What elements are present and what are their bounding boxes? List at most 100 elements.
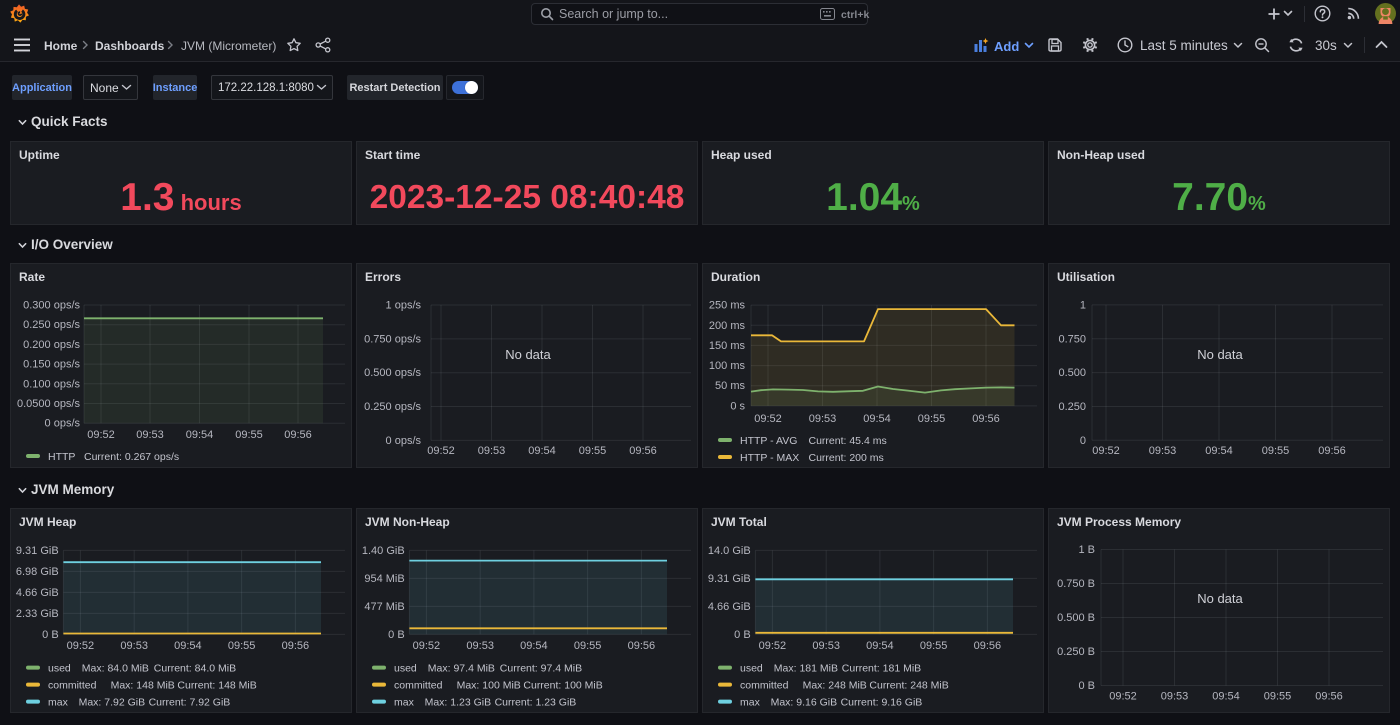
svg-text:09:54: 09:54 (520, 640, 548, 652)
svg-text:0.200 ops/s: 0.200 ops/s (23, 339, 80, 351)
svg-text:09:56: 09:56 (629, 445, 657, 457)
svg-text:0.500 ops/s: 0.500 ops/s (364, 367, 421, 379)
svg-text:committed: committed (394, 680, 443, 692)
svg-text:Current: 97.4 MiB: Current: 97.4 MiB (500, 663, 582, 675)
svg-text:2.33 GiB: 2.33 GiB (16, 608, 59, 620)
svg-text:Current: 100 MiB: Current: 100 MiB (523, 680, 602, 692)
svg-text:Current: 248 MiB: Current: 248 MiB (869, 680, 948, 692)
svg-text:HTTP: HTTP (48, 451, 75, 463)
svg-text:max: max (48, 697, 69, 709)
svg-text:09:54: 09:54 (528, 445, 556, 457)
svg-text:0.150 ops/s: 0.150 ops/s (23, 359, 80, 371)
svg-text:477 MiB: 477 MiB (364, 601, 404, 613)
svg-text:09:54: 09:54 (174, 640, 202, 652)
svg-text:Current: 45.4 ms: Current: 45.4 ms (809, 435, 887, 447)
svg-text:0 ops/s: 0 ops/s (45, 418, 81, 430)
svg-text:used: used (740, 663, 763, 675)
svg-text:0 ops/s: 0 ops/s (386, 435, 422, 447)
svg-text:0.750 ops/s: 0.750 ops/s (364, 333, 421, 345)
svg-text:09:52: 09:52 (413, 640, 441, 652)
svg-text:HTTP - MAX: HTTP - MAX (740, 452, 799, 464)
svg-text:09:55: 09:55 (574, 640, 602, 652)
svg-text:max: max (740, 697, 761, 709)
svg-text:Current: 7.92 GiB: Current: 7.92 GiB (149, 697, 231, 709)
svg-text:09:56: 09:56 (972, 413, 1000, 425)
svg-text:09:55: 09:55 (235, 429, 263, 441)
svg-text:1 ops/s: 1 ops/s (386, 300, 422, 312)
svg-text:used: used (48, 663, 71, 675)
svg-text:09:53: 09:53 (1149, 445, 1177, 457)
svg-text:0.750: 0.750 (1058, 333, 1086, 345)
svg-text:Current: 9.16 GiB: Current: 9.16 GiB (841, 697, 923, 709)
svg-text:09:55: 09:55 (920, 640, 948, 652)
svg-text:Current: 148 MiB: Current: 148 MiB (177, 680, 256, 692)
svg-text:Max: 100 MiB: Max: 100 MiB (457, 680, 521, 692)
svg-text:09:54: 09:54 (186, 429, 214, 441)
svg-text:09:56: 09:56 (628, 640, 656, 652)
svg-text:Max: 148 MiB: Max: 148 MiB (111, 680, 175, 692)
svg-text:09:53: 09:53 (1161, 691, 1189, 703)
svg-text:0.250: 0.250 (1058, 401, 1086, 413)
svg-text:4.66 GiB: 4.66 GiB (16, 587, 59, 599)
svg-text:4.66 GiB: 4.66 GiB (708, 601, 751, 613)
svg-text:09:53: 09:53 (120, 640, 148, 652)
svg-text:1 B: 1 B (1078, 544, 1095, 556)
svg-text:09:55: 09:55 (1264, 691, 1292, 703)
svg-text:09:56: 09:56 (974, 640, 1002, 652)
svg-text:0.500: 0.500 (1058, 367, 1086, 379)
svg-text:0.500 B: 0.500 B (1057, 612, 1095, 624)
svg-text:50 ms: 50 ms (715, 380, 745, 392)
svg-text:Max: 97.4 MiB: Max: 97.4 MiB (428, 663, 495, 675)
svg-text:09:54: 09:54 (1205, 445, 1233, 457)
svg-text:9.31 GiB: 9.31 GiB (16, 545, 59, 557)
svg-text:committed: committed (740, 680, 789, 692)
svg-text:No data: No data (505, 347, 551, 362)
svg-text:0.0500 ops/s: 0.0500 ops/s (17, 398, 80, 410)
svg-text:Max: 7.92 GiB: Max: 7.92 GiB (79, 697, 146, 709)
svg-text:150 ms: 150 ms (709, 340, 746, 352)
svg-text:Max: 181 MiB: Max: 181 MiB (774, 663, 838, 675)
svg-text:09:56: 09:56 (1315, 691, 1343, 703)
svg-text:100 ms: 100 ms (709, 360, 746, 372)
svg-text:250 ms: 250 ms (709, 300, 746, 312)
svg-text:committed: committed (48, 680, 97, 692)
svg-text:09:55: 09:55 (1262, 445, 1290, 457)
svg-text:954 MiB: 954 MiB (364, 573, 404, 585)
svg-text:09:53: 09:53 (809, 413, 837, 425)
svg-text:09:52: 09:52 (1109, 691, 1137, 703)
svg-text:09:56: 09:56 (1318, 445, 1346, 457)
svg-text:09:54: 09:54 (863, 413, 891, 425)
svg-text:09:53: 09:53 (812, 640, 840, 652)
svg-text:9.31 GiB: 9.31 GiB (708, 573, 751, 585)
svg-text:09:52: 09:52 (87, 429, 115, 441)
svg-text:Max: 1.23 GiB: Max: 1.23 GiB (425, 697, 492, 709)
svg-text:Current: 0.267 ops/s: Current: 0.267 ops/s (84, 451, 179, 463)
svg-text:No data: No data (1197, 347, 1243, 362)
svg-text:14.0 GiB: 14.0 GiB (708, 545, 751, 557)
svg-text:Max: 248 MiB: Max: 248 MiB (803, 680, 867, 692)
svg-text:Max: 84.0 MiB: Max: 84.0 MiB (82, 663, 149, 675)
svg-text:Max: 9.16 GiB: Max: 9.16 GiB (771, 697, 838, 709)
svg-text:09:55: 09:55 (579, 445, 607, 457)
svg-text:Current: 84.0 MiB: Current: 84.0 MiB (154, 663, 236, 675)
svg-text:Current: 1.23 GiB: Current: 1.23 GiB (495, 697, 577, 709)
svg-text:0 B: 0 B (388, 629, 405, 641)
svg-text:0 s: 0 s (730, 400, 745, 412)
svg-text:09:54: 09:54 (1212, 691, 1240, 703)
svg-text:0.100 ops/s: 0.100 ops/s (23, 378, 80, 390)
svg-text:Current: 181 MiB: Current: 181 MiB (842, 663, 921, 675)
svg-text:1.40 GiB: 1.40 GiB (362, 545, 405, 557)
svg-text:09:52: 09:52 (427, 445, 455, 457)
svg-text:0 B: 0 B (1078, 680, 1095, 692)
svg-text:0.250 ops/s: 0.250 ops/s (23, 319, 80, 331)
svg-text:6.98 GiB: 6.98 GiB (16, 566, 59, 578)
svg-text:200 ms: 200 ms (709, 320, 746, 332)
svg-text:09:53: 09:53 (466, 640, 494, 652)
svg-text:09:52: 09:52 (67, 640, 95, 652)
svg-text:used: used (394, 663, 417, 675)
svg-text:1: 1 (1080, 299, 1086, 311)
svg-text:0 B: 0 B (42, 629, 59, 641)
svg-text:max: max (394, 697, 415, 709)
svg-text:0.300 ops/s: 0.300 ops/s (23, 300, 80, 312)
svg-text:0: 0 (1080, 435, 1086, 447)
